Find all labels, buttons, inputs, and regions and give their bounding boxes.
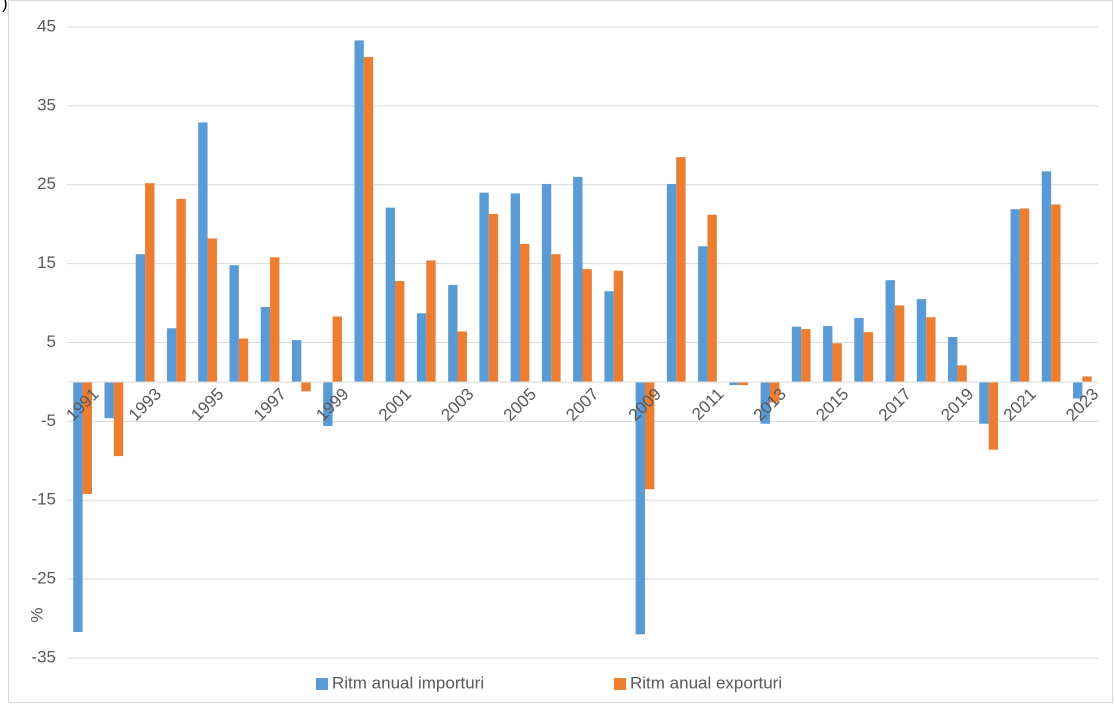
bar [113,381,124,457]
bar [729,381,739,386]
bar [207,238,217,382]
bar [198,122,208,382]
bar [1082,376,1092,382]
bar [698,246,708,382]
bar [894,305,905,382]
bar [582,269,592,382]
y-tick-label: -15 [31,490,56,509]
bar [666,183,677,382]
bar [926,317,936,382]
bar [551,254,561,382]
bar [988,381,999,450]
bar [332,316,342,382]
bar [863,332,874,382]
bar [1010,209,1020,382]
legend-swatch [614,678,626,690]
x-tick-label: 1995 [187,385,227,425]
x-tick-label: 2021 [1000,385,1040,425]
bar [270,257,280,382]
x-tick-label: 1993 [125,385,165,425]
legend-swatch [316,678,328,690]
bar [791,326,802,382]
bar [363,56,374,382]
bar [823,325,833,382]
y-tick-label: 25 [37,174,56,193]
y-tick-label: 45 [37,16,56,35]
bar [573,176,583,382]
bar [1051,204,1061,382]
bar [488,213,499,382]
y-tick-label: -5 [41,411,56,430]
bar [979,381,989,424]
bar [479,192,489,382]
bar [854,318,864,382]
bar [885,280,895,382]
bar [416,313,427,382]
x-tick-label: 2011 [688,385,727,424]
bar [676,157,686,382]
note: ) [2,0,8,12]
y-tick-label: 35 [37,95,56,114]
x-tick-label: 2003 [437,385,477,425]
bar [395,280,405,382]
bar [135,254,146,382]
bar [635,381,645,635]
legend-label: Ritm anual exporturi [630,673,782,692]
y-tick-label: -35 [31,647,56,666]
bar [604,291,614,382]
bar [1073,381,1083,399]
y-tick-label: 15 [37,253,56,272]
x-tick-label: 1997 [250,385,290,425]
bar [510,193,521,382]
y-tick-label: 5 [47,332,56,351]
x-tick-label: 2005 [500,385,540,425]
bar [73,381,83,632]
bar [323,381,333,427]
bar [426,260,436,382]
x-tick-label: 2015 [812,385,852,425]
bar [916,299,927,382]
bar [145,183,155,382]
legend-label: Ritm anual importuri [332,673,484,692]
bar [760,381,770,424]
bar [301,381,311,392]
bar [769,381,780,403]
bar [957,365,967,382]
bar [448,284,458,382]
x-tick-label: 2023 [1062,385,1102,425]
bar [104,381,114,419]
chart-border [8,0,1113,703]
bar [166,328,177,382]
bar [707,214,717,382]
x-tick-label: 2019 [937,385,977,425]
bar [385,207,396,382]
y-tick-label: -25 [31,569,56,588]
bar [291,340,302,382]
bar [801,329,811,382]
bar [1019,208,1030,382]
y-axis-label: % [27,607,46,622]
bar [354,40,364,382]
bar [238,338,249,382]
x-tick-label: 2001 [375,385,415,425]
x-tick-label: 2007 [562,385,602,425]
bar [613,270,624,382]
bar [457,331,467,382]
bar [644,381,655,490]
x-tick-label: 2017 [875,385,915,425]
bar [541,183,552,382]
bar [260,307,271,382]
bar [832,343,842,382]
bar [176,198,186,382]
bar [738,381,749,386]
bar [520,243,530,382]
bar [1041,171,1052,382]
bar [948,336,958,382]
bar [82,381,92,494]
bar [229,265,239,382]
